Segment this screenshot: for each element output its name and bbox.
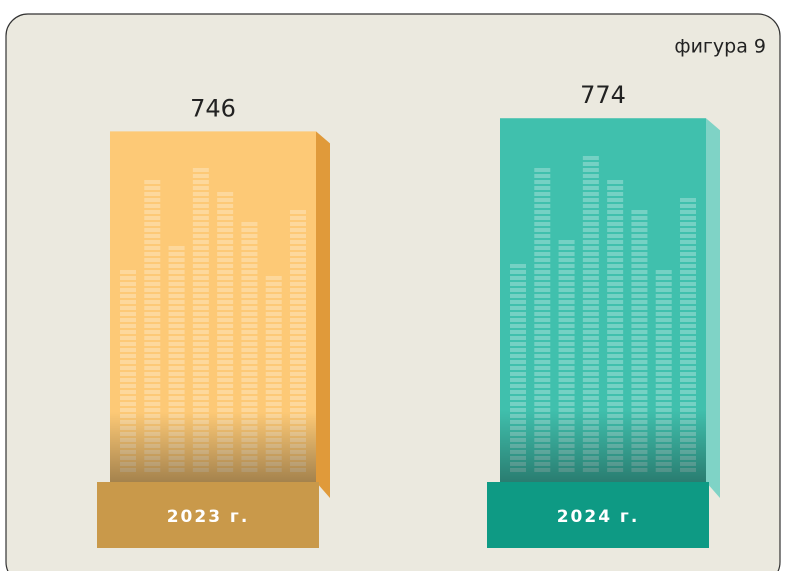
- value-label: 774: [580, 81, 626, 109]
- bar-side: [706, 118, 720, 498]
- category-plate: [97, 482, 319, 548]
- x-tick-label: 2023 г.: [167, 507, 250, 527]
- x-tick-label: 2024 г.: [557, 507, 640, 527]
- bar-shade: [110, 131, 316, 482]
- category-plate: [487, 482, 709, 548]
- bar-side: [316, 131, 330, 498]
- bar-shade: [500, 118, 706, 482]
- value-label: 746: [190, 94, 236, 122]
- chart-title: фигура 9: [674, 36, 766, 58]
